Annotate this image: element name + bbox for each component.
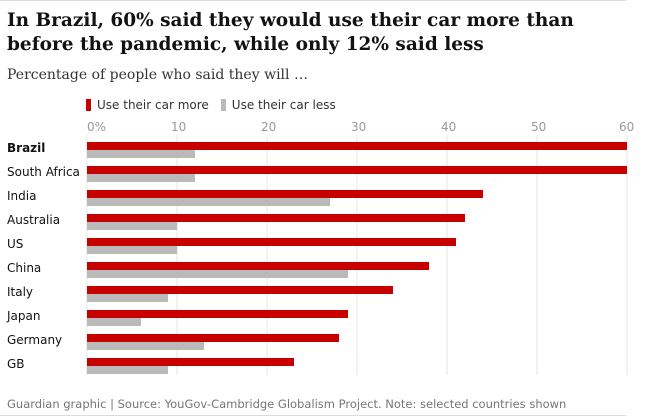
bar-less — [87, 318, 141, 326]
category-label: South Africa — [7, 165, 80, 179]
bar-less — [87, 294, 168, 302]
category-label: Germany — [7, 333, 62, 347]
bar-less — [87, 342, 204, 350]
bottom-rule — [0, 415, 626, 416]
bar-less — [87, 198, 330, 206]
bar-less — [87, 366, 168, 374]
category-label: India — [7, 189, 36, 203]
x-tick-label: 30 — [351, 120, 366, 134]
legend-swatch-more — [86, 99, 91, 111]
category-label: Italy — [7, 285, 33, 299]
x-tick-label: 50 — [531, 120, 546, 134]
x-tick-label: 40 — [441, 120, 456, 134]
bar-more — [87, 334, 339, 342]
x-tick-label: 20 — [261, 120, 276, 134]
legend-item-less: Use their car less — [220, 98, 336, 112]
category-label: Japan — [6, 309, 40, 323]
chart-subtitle: Percentage of people who said they will … — [7, 67, 308, 83]
x-tick-label: 0% — [87, 120, 106, 134]
bar-less — [87, 222, 177, 230]
bar-more — [87, 142, 627, 150]
bar-less — [87, 246, 177, 254]
bar-more — [87, 310, 348, 318]
category-label: Australia — [7, 213, 60, 227]
bar-less — [87, 174, 195, 182]
source-note: Guardian graphic | Source: YouGov-Cambri… — [7, 397, 567, 411]
bar-more — [87, 166, 627, 174]
legend-label-less: Use their car less — [231, 98, 336, 112]
bar-more — [87, 214, 465, 222]
legend-label-more: Use their car more — [97, 98, 209, 112]
legend-swatch-less — [220, 99, 226, 111]
bar-more — [87, 262, 429, 270]
bar-more — [87, 190, 483, 198]
category-label: GB — [7, 357, 25, 371]
category-label: China — [7, 261, 41, 275]
chart-title: In Brazil, 60% said they would use their… — [7, 10, 574, 55]
top-rule — [0, 0, 626, 1]
category-label: US — [7, 237, 23, 251]
bar-more — [87, 358, 294, 366]
legend: Use their car more Use their car less — [86, 98, 348, 112]
x-tick-label: 10 — [171, 120, 186, 134]
legend-item-more: Use their car more — [86, 98, 209, 112]
bar-less — [87, 150, 195, 158]
bar-more — [87, 286, 393, 294]
bar-more — [87, 238, 456, 246]
category-label: Brazil — [7, 141, 45, 155]
x-tick-label: 60 — [619, 120, 634, 134]
bar-less — [87, 270, 348, 278]
